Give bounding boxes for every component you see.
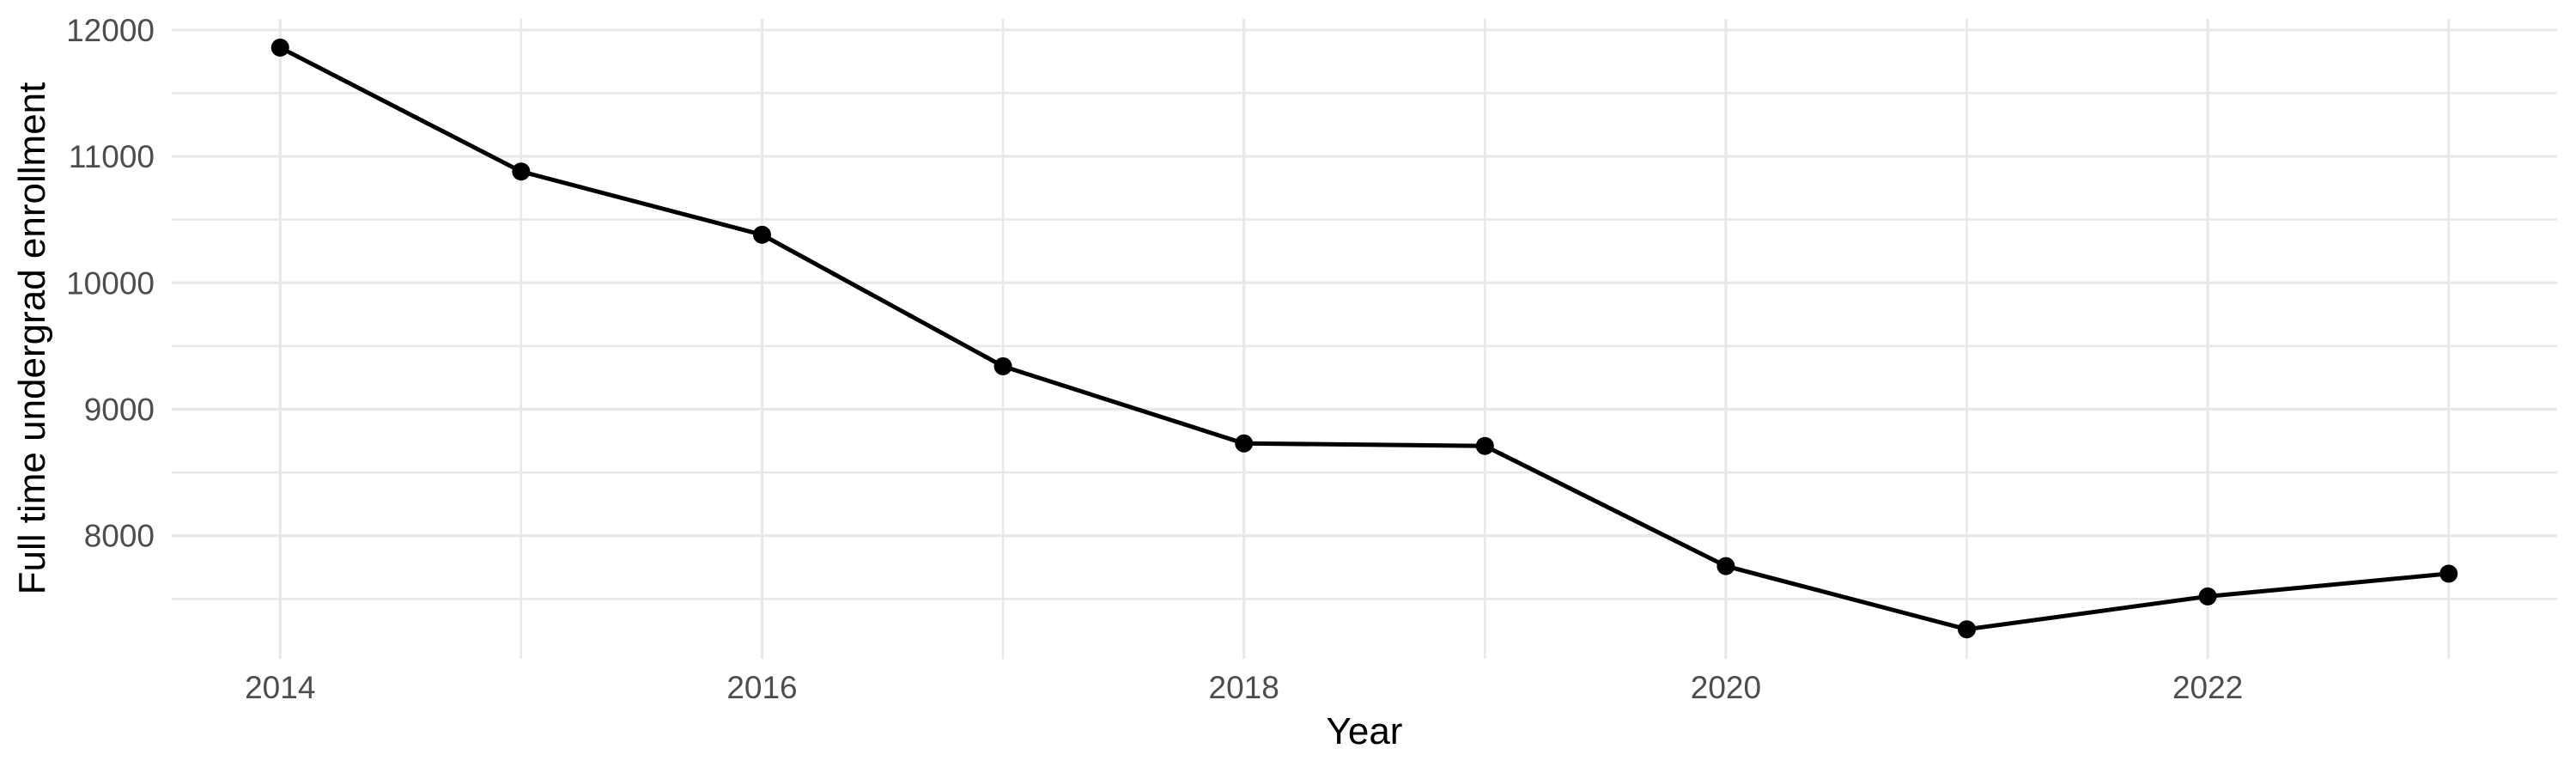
y-tick-label: 10000 xyxy=(66,265,155,301)
y-tick-label: 12000 xyxy=(66,13,155,48)
data-point xyxy=(1958,620,1977,639)
data-line xyxy=(279,46,2449,632)
x-tick-label: 2018 xyxy=(1209,670,1279,705)
data-point xyxy=(2439,564,2458,583)
x-tick-label: 2022 xyxy=(2172,670,2243,705)
data-point xyxy=(512,162,531,181)
y-tick-label: 8000 xyxy=(84,519,155,554)
data-point xyxy=(1475,436,1494,455)
data-point xyxy=(1716,557,1735,575)
data-point xyxy=(270,38,289,57)
axis-tick-labels: 12000 11000 10000 9000 8000 2014 2016 2018 2020 2… xyxy=(66,13,2243,705)
minor-gridlines xyxy=(172,19,2557,659)
data-point xyxy=(2198,587,2217,606)
major-gridlines xyxy=(172,19,2557,659)
y-tick-label: 9000 xyxy=(84,393,155,428)
data-point xyxy=(752,225,771,244)
x-tick-label: 2016 xyxy=(726,670,797,705)
data-series xyxy=(270,38,2458,639)
x-axis-title: Year xyxy=(1327,710,1403,752)
data-point xyxy=(993,356,1012,375)
x-tick-label: 2014 xyxy=(245,670,315,705)
x-tick-label: 2020 xyxy=(1691,670,1761,705)
y-tick-label: 11000 xyxy=(69,139,155,174)
y-axis-title: Full time undergrad enrollment xyxy=(11,82,53,595)
data-point xyxy=(1235,434,1254,453)
